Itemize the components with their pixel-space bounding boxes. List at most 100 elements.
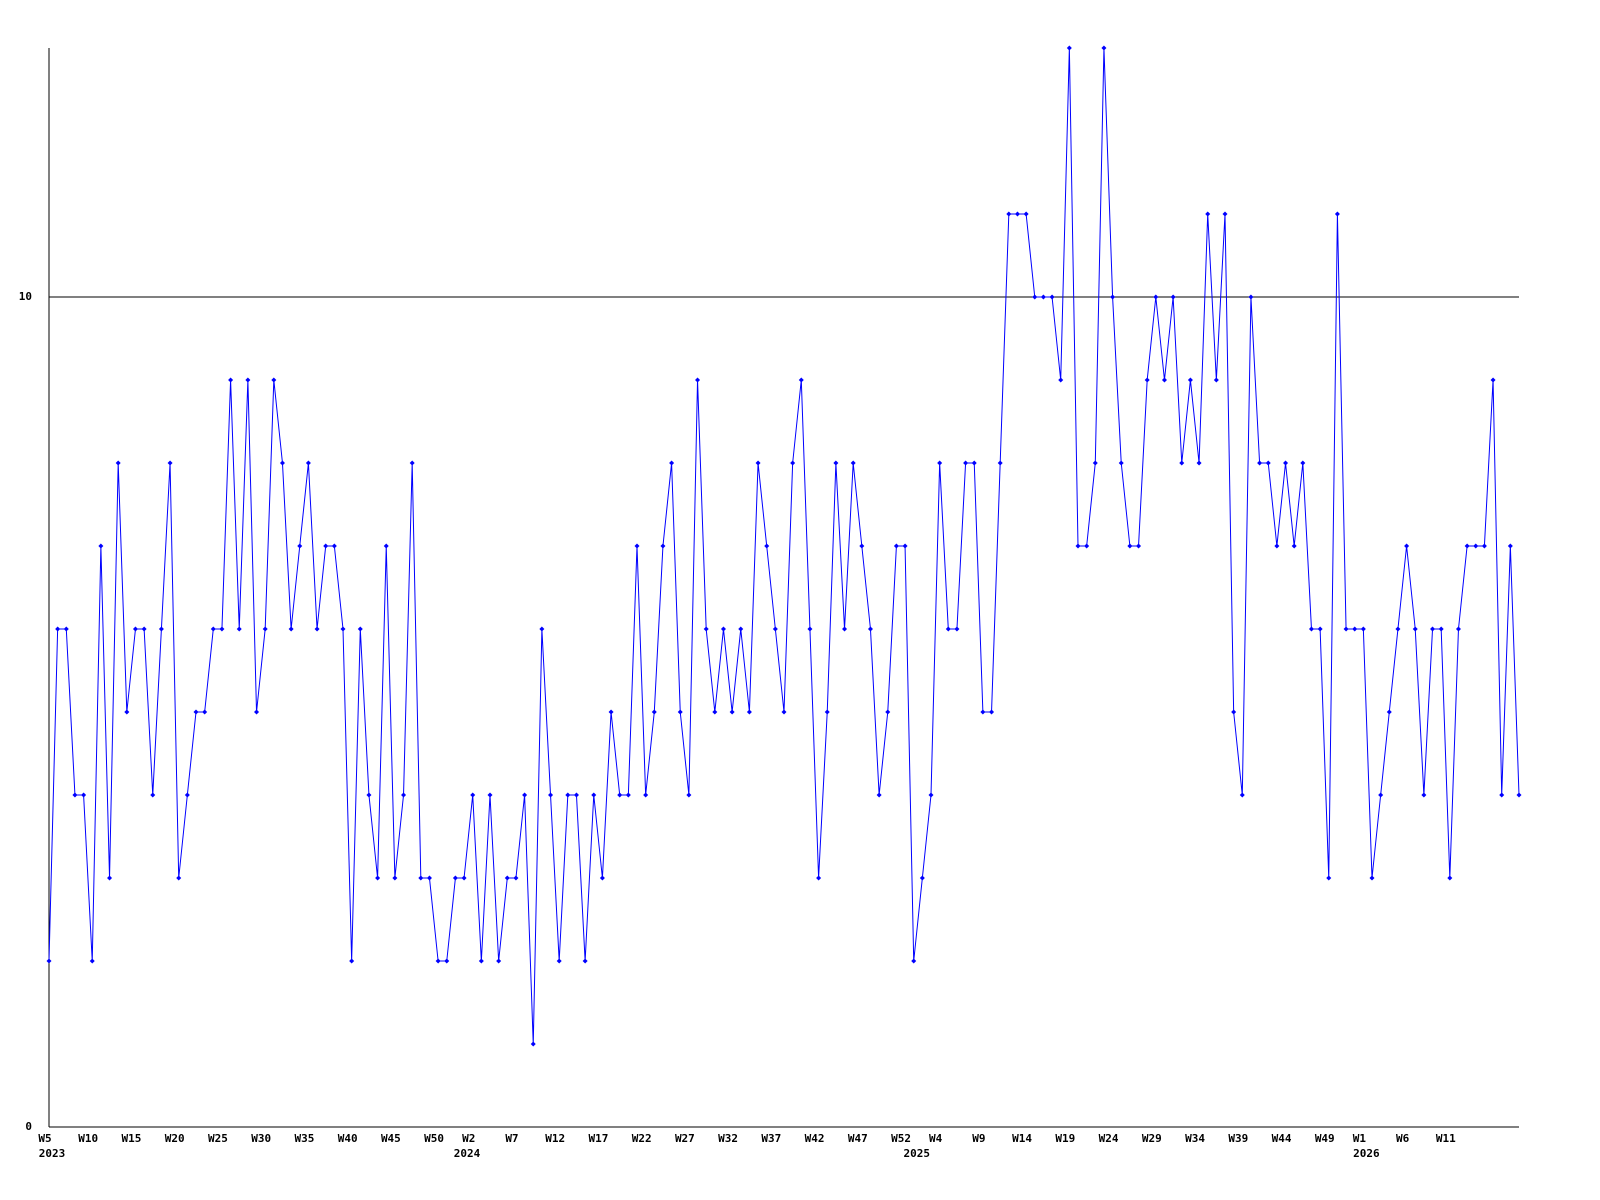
data-point: [1291, 543, 1297, 549]
data-point: [582, 958, 588, 964]
data-point: [1473, 543, 1479, 549]
x-tick-label: W47: [848, 1132, 868, 1145]
data-line: [48, 47, 1520, 1045]
data-point: [167, 460, 173, 466]
data-point: [1101, 45, 1107, 51]
data-point: [193, 709, 199, 715]
data-point: [686, 792, 692, 798]
x-tick-label: W34: [1185, 1132, 1205, 1145]
data-point: [1136, 543, 1142, 549]
data-point: [643, 792, 649, 798]
data-point: [772, 626, 778, 632]
data-point: [323, 543, 329, 549]
data-point: [556, 958, 562, 964]
data-point: [262, 626, 268, 632]
data-point: [504, 875, 510, 881]
data-point: [885, 709, 891, 715]
x-tick-label: W35: [294, 1132, 314, 1145]
data-point: [816, 875, 822, 881]
data-point: [1066, 45, 1072, 51]
data-point: [245, 377, 251, 383]
data-point: [798, 377, 804, 383]
data-point: [859, 543, 865, 549]
data-point: [1326, 875, 1332, 881]
data-point: [1014, 211, 1020, 217]
data-point: [660, 543, 666, 549]
y-tick-label: 10: [19, 290, 32, 303]
data-point: [1084, 543, 1090, 549]
data-point: [279, 460, 285, 466]
year-label: 2023: [39, 1147, 66, 1160]
data-point: [1222, 211, 1228, 217]
data-point: [980, 709, 986, 715]
data-point: [746, 709, 752, 715]
data-point: [383, 543, 389, 549]
data-point: [1352, 626, 1358, 632]
data-point: [608, 709, 614, 715]
data-point: [1283, 460, 1289, 466]
data-point: [340, 626, 346, 632]
data-point: [842, 626, 848, 632]
data-point: [738, 626, 744, 632]
data-point: [781, 709, 787, 715]
data-point: [928, 792, 934, 798]
x-tick-label: W14: [1012, 1132, 1032, 1145]
data-point: [1386, 709, 1392, 715]
x-tick-label: W25: [208, 1132, 228, 1145]
data-point: [989, 709, 995, 715]
data-point: [573, 792, 579, 798]
data-point: [1127, 543, 1133, 549]
data-point: [124, 709, 130, 715]
data-point: [1334, 211, 1340, 217]
data-point: [764, 543, 770, 549]
data-point: [1213, 377, 1219, 383]
x-tick-label: W10: [78, 1132, 98, 1145]
data-point: [1343, 626, 1349, 632]
data-point: [513, 875, 519, 881]
data-point: [1481, 543, 1487, 549]
data-point: [98, 543, 104, 549]
x-tick-label: W22: [632, 1132, 652, 1145]
data-point: [703, 626, 709, 632]
data-point: [487, 792, 493, 798]
data-point: [971, 460, 977, 466]
data-point: [1308, 626, 1314, 632]
data-point: [392, 875, 398, 881]
data-point: [444, 958, 450, 964]
data-point: [824, 709, 830, 715]
data-point: [409, 460, 415, 466]
data-point: [305, 460, 311, 466]
data-point: [911, 958, 917, 964]
x-tick-label: W45: [381, 1132, 401, 1145]
data-point: [1231, 709, 1237, 715]
x-tick-label: W11: [1436, 1132, 1456, 1145]
data-point: [228, 377, 234, 383]
data-point: [357, 626, 363, 632]
data-point: [755, 460, 761, 466]
year-label: 2024: [454, 1147, 481, 1160]
data-point: [1412, 626, 1418, 632]
data-point: [426, 875, 432, 881]
x-tick-label: W52: [891, 1132, 911, 1145]
data-point: [349, 958, 355, 964]
data-point: [634, 543, 640, 549]
data-point: [418, 875, 424, 881]
data-point: [1049, 294, 1055, 300]
x-tick-label: W29: [1142, 1132, 1162, 1145]
x-tick-label: W44: [1272, 1132, 1292, 1145]
x-tick-label: W19: [1055, 1132, 1075, 1145]
data-point: [435, 958, 441, 964]
data-point: [919, 875, 925, 881]
data-point: [850, 460, 856, 466]
data-point: [1438, 626, 1444, 632]
x-tick-label: W1: [1353, 1132, 1367, 1145]
data-point: [625, 792, 631, 798]
data-point: [1144, 377, 1150, 383]
x-tick-label: W12: [545, 1132, 565, 1145]
year-label: 2025: [903, 1147, 930, 1160]
data-point: [1161, 377, 1167, 383]
data-point: [55, 626, 61, 632]
data-point: [1404, 543, 1410, 549]
data-point: [1360, 626, 1366, 632]
